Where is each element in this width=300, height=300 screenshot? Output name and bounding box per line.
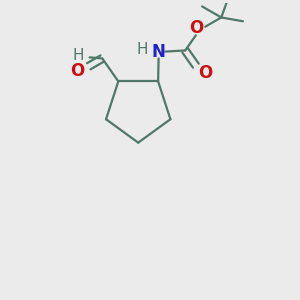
Text: H: H (72, 48, 84, 63)
Text: O: O (190, 19, 204, 37)
Text: H: H (137, 42, 148, 57)
Text: N: N (152, 43, 166, 61)
Text: O: O (198, 64, 212, 82)
Text: O: O (70, 62, 84, 80)
